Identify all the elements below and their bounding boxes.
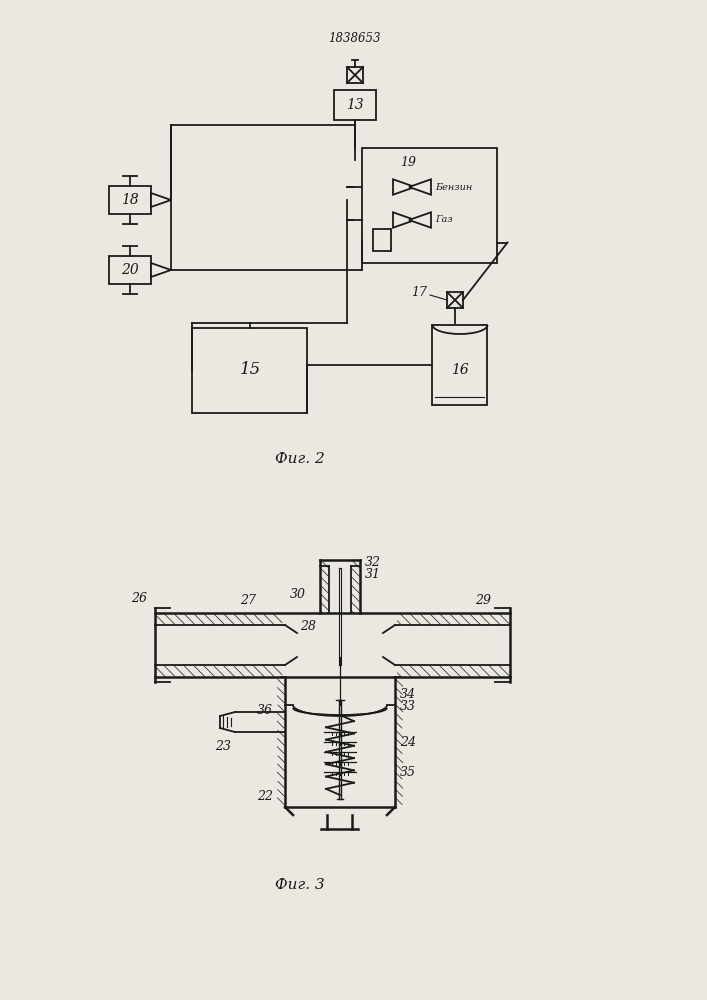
Bar (363, 147, 498, 262)
Text: 26: 26 (131, 591, 147, 604)
Polygon shape (151, 193, 171, 207)
Text: 16: 16 (451, 363, 469, 377)
Text: 31: 31 (365, 568, 381, 580)
Bar (334, 90, 376, 120)
Text: 28: 28 (300, 620, 316, 634)
Text: 33: 33 (400, 700, 416, 714)
Text: 27: 27 (240, 594, 256, 607)
Bar (447, 292, 463, 308)
Text: 1838653: 1838653 (328, 32, 380, 45)
Text: 20: 20 (121, 263, 139, 277)
Text: 34: 34 (400, 688, 416, 702)
Text: 32: 32 (365, 556, 381, 570)
Bar (109, 186, 151, 214)
Polygon shape (409, 179, 431, 195)
Polygon shape (155, 625, 510, 665)
Text: 18: 18 (121, 193, 139, 207)
Text: 29: 29 (475, 594, 491, 607)
Bar (109, 256, 151, 284)
Polygon shape (285, 677, 395, 807)
Text: 23: 23 (215, 740, 231, 752)
Polygon shape (320, 560, 360, 613)
Polygon shape (393, 212, 415, 228)
Bar (192, 328, 308, 412)
Text: 30: 30 (290, 588, 306, 601)
Text: 15: 15 (240, 361, 261, 378)
Bar (373, 229, 392, 251)
Text: Газ: Газ (435, 216, 452, 225)
Text: 22: 22 (257, 790, 273, 804)
Text: 17: 17 (411, 286, 427, 298)
Text: 19: 19 (400, 155, 416, 168)
Polygon shape (409, 212, 431, 228)
Polygon shape (151, 263, 171, 277)
Text: 35: 35 (400, 766, 416, 778)
Text: 24: 24 (400, 736, 416, 748)
Bar (433, 325, 488, 405)
Bar (347, 67, 363, 83)
Text: 36: 36 (257, 704, 273, 716)
Polygon shape (393, 179, 415, 195)
Text: Фиг. 2: Фиг. 2 (275, 452, 325, 466)
Text: Бензин: Бензин (435, 182, 472, 192)
Text: 13: 13 (346, 98, 364, 112)
Text: Фиг. 3: Фиг. 3 (275, 878, 325, 892)
